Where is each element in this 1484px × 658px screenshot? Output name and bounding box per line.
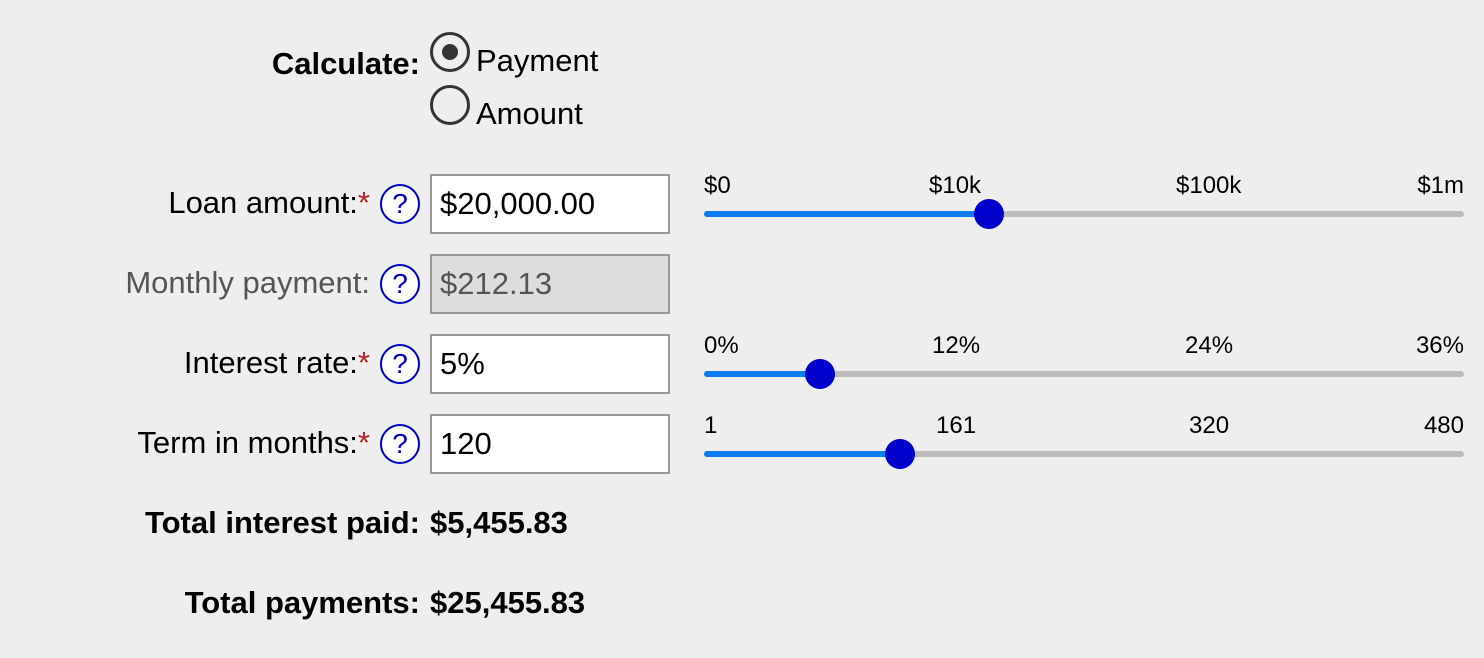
interest-rate-slider-thumb[interactable] (805, 359, 835, 389)
term-slider-tick-1: 161 (936, 412, 977, 439)
interest-rate-help-icon[interactable]: ? (380, 344, 420, 384)
term-months-input[interactable]: 120 (430, 414, 670, 474)
loan-amount-input[interactable]: $20,000.00 (430, 174, 670, 234)
term-months-label: Term in months:* (137, 425, 370, 461)
required-marker: * (357, 425, 370, 460)
required-marker: * (357, 185, 370, 220)
total-interest-value: $5,455.83 (430, 505, 568, 540)
monthly-payment-input: $212.13 (430, 254, 670, 314)
loan-amount-slider[interactable] (704, 211, 1464, 217)
required-marker: * (357, 345, 370, 380)
term-slider-tick-0: 1 (704, 412, 718, 439)
loan-slider-tick-0: $0 (704, 172, 731, 199)
term-months-slider-thumb[interactable] (885, 439, 915, 469)
interest-rate-input[interactable]: 5% (430, 334, 670, 394)
rate-slider-tick-3: 36% (1415, 332, 1464, 359)
loan-amount-slider-thumb[interactable] (974, 199, 1004, 229)
rate-slider-tick-1: 12% (932, 332, 981, 359)
rate-slider-tick-0: 0% (704, 332, 739, 359)
interest-rate-slider-fill (704, 371, 820, 377)
term-months-label-text: Term in months: (137, 425, 358, 460)
term-months-slider[interactable] (704, 451, 1464, 457)
term-months-slider-fill (704, 451, 900, 457)
radio-amount-label[interactable]: Amount (476, 96, 583, 131)
term-months-help-icon[interactable]: ? (380, 424, 420, 464)
radio-amount[interactable] (430, 85, 470, 125)
loan-amount-label: Loan amount:* (168, 185, 370, 221)
calculate-label: Calculate: (271, 46, 420, 81)
term-slider-tick-2: 320 (1189, 412, 1230, 439)
radio-payment-label[interactable]: Payment (476, 43, 599, 78)
loan-slider-tick-2: $100k (1176, 172, 1242, 199)
monthly-payment-label: Monthly payment: (125, 265, 370, 300)
loan-slider-tick-1: $10k (929, 172, 982, 199)
monthly-payment-help-icon[interactable]: ? (380, 264, 420, 304)
total-payments-value: $25,455.83 (430, 585, 586, 620)
total-interest-label: Total interest paid: (144, 505, 420, 540)
loan-amount-label-text: Loan amount: (168, 185, 358, 220)
rate-slider-tick-2: 24% (1185, 332, 1234, 359)
interest-rate-label: Interest rate:* (184, 345, 370, 381)
loan-amount-help-icon[interactable]: ? (380, 184, 420, 224)
radio-selected-dot (442, 44, 458, 60)
total-payments-label: Total payments: (184, 585, 420, 620)
interest-rate-slider[interactable] (704, 371, 1464, 377)
radio-payment[interactable] (430, 32, 470, 72)
loan-amount-slider-fill (704, 211, 989, 217)
loan-slider-tick-3: $1m (1417, 172, 1464, 199)
term-slider-tick-3: 480 (1423, 412, 1464, 439)
interest-rate-label-text: Interest rate: (183, 345, 358, 380)
